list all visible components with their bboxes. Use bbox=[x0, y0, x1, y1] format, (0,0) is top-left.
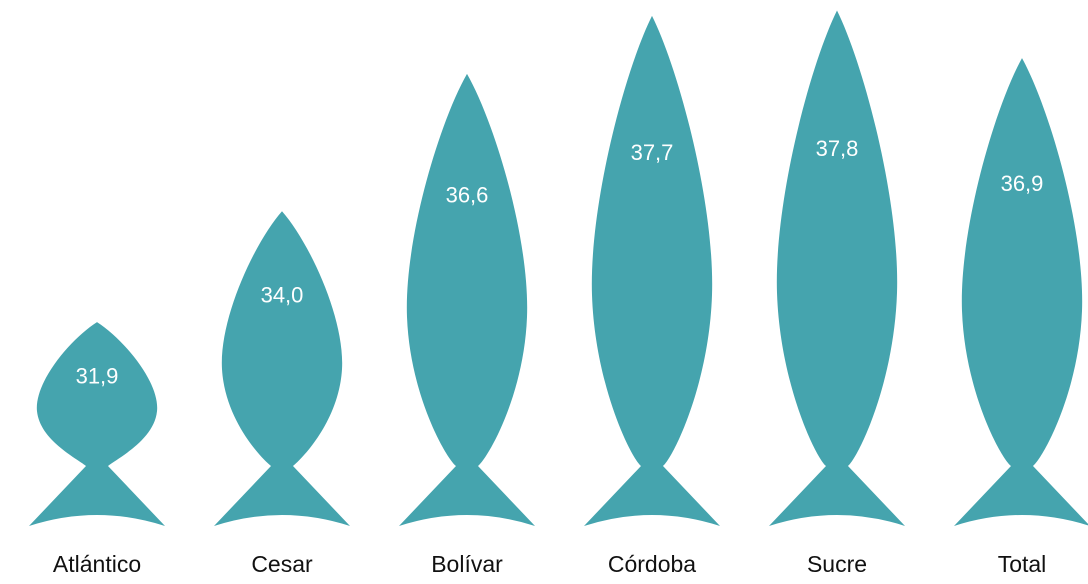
value-label: 34,0 bbox=[261, 283, 304, 308]
category-label: Córdoba bbox=[608, 551, 696, 577]
category-label: Bolívar bbox=[431, 551, 503, 577]
value-label: 36,6 bbox=[446, 182, 489, 207]
category-label: Sucre bbox=[807, 551, 867, 577]
fish-bar bbox=[399, 74, 535, 526]
category-label: Atlántico bbox=[53, 551, 141, 577]
value-label: 37,7 bbox=[631, 140, 674, 165]
fish-bar bbox=[769, 11, 905, 526]
category-label: Cesar bbox=[251, 551, 313, 577]
value-label: 31,9 bbox=[76, 363, 119, 388]
fish-bar bbox=[29, 322, 165, 526]
fish-bar bbox=[584, 16, 720, 526]
page: 31,9 Atlántico 34,0 Cesar 36,6 Bolívar 37,7 Cór… bbox=[0, 0, 1088, 584]
category-label: Total bbox=[998, 551, 1047, 577]
fish-bar bbox=[214, 211, 350, 526]
value-label: 37,8 bbox=[816, 136, 859, 161]
value-label: 36,9 bbox=[1001, 171, 1044, 196]
chart: 31,9 Atlántico 34,0 Cesar 36,6 Bolívar 37,7 Cór… bbox=[0, 0, 1088, 584]
fish-bar bbox=[954, 58, 1088, 526]
